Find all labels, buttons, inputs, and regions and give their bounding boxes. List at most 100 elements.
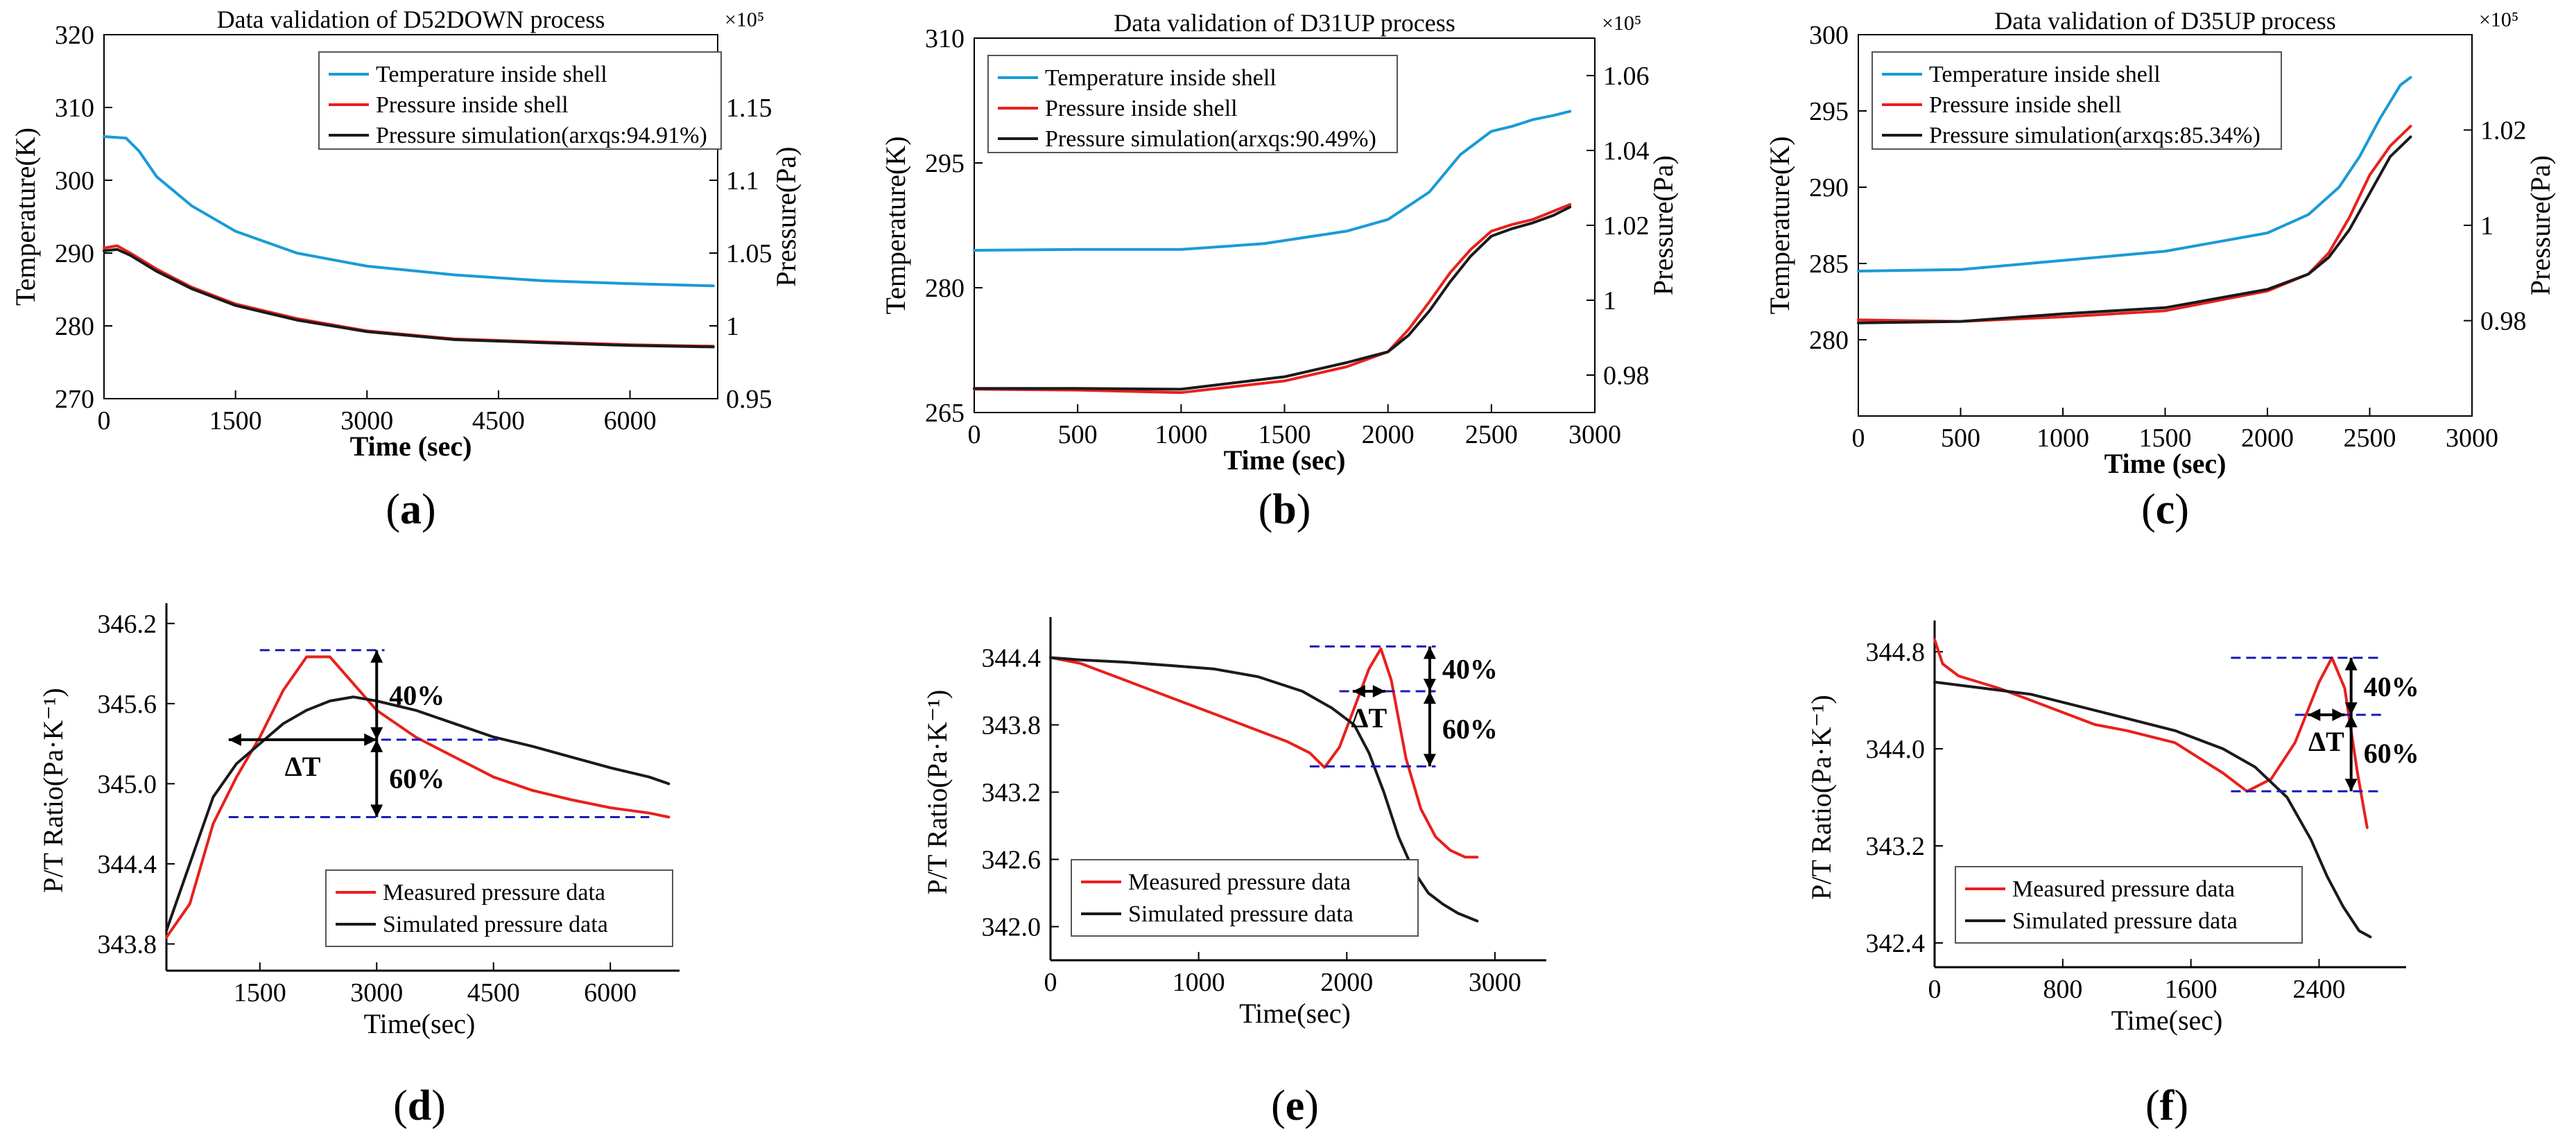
pct-top-label: 40% [2364,671,2419,702]
arrow-delta-head-start [1352,685,1365,697]
legend-label: Measured pressure data [1128,869,1351,895]
series-line [973,203,1572,395]
x-tick-label: 1500 [1259,420,1311,449]
series-line [103,135,715,288]
legend-label: Pressure inside shell [376,92,569,118]
y-tick-label: 345.0 [98,770,157,799]
panel-caption: (e) [1271,1082,1319,1129]
x-tick-label: 500 [1941,424,1980,453]
arrow-60-head-start [1423,691,1436,704]
legend: Temperature inside shell Pressure inside … [1872,51,2282,150]
x-axis-label: Time (sec) [1224,444,1346,476]
y-axis-label: P/T Ratio(Pa·K⁻¹) [37,688,69,893]
chart-a: 0 1500 3000 4500 6000 270 280 290 300 310 320 0.95 1… [10,6,802,533]
y2-tick-label: 1 [2480,211,2493,241]
x-tick-label: 4500 [472,406,525,435]
y-tick-label: 342.4 [1866,929,1926,958]
x-tick-label: 800 [2043,975,2082,1004]
arrow-60-head-start [370,739,383,752]
y-tick-label: 320 [55,21,94,50]
y-tick-label: 300 [55,166,94,196]
panel-caption: (b) [1259,486,1311,533]
y-tick-label: 280 [55,312,94,341]
chart-title: Data validation of D31UP process [1114,9,1455,37]
delta-t-label: ΔT [1351,702,1387,734]
legend-label: Temperature inside shell [1045,65,1277,91]
x-tick-label: 0 [98,406,111,435]
panel-caption: (c) [2141,486,2189,533]
arrow-60-head-end [370,804,383,817]
legend: Temperature inside shell Pressure inside … [987,55,1398,153]
x-tick-label: 4500 [467,978,520,1007]
arrow-40-head-end [370,727,383,740]
x-axis-label: Time(sec) [1239,998,1351,1029]
legend-label: Temperature inside shell [1929,62,2161,87]
delta-t-label: ΔT [2308,726,2344,757]
pct-bottom-label: 60% [389,763,444,795]
x-tick-label: 3000 [350,978,403,1007]
x-tick-label: 1500 [234,978,286,1007]
y-tick-label: 265 [925,399,965,428]
y2-tick-label: 1 [1603,286,1616,315]
x-tick-label: 0 [1852,424,1865,453]
y-tick-label: 290 [55,239,94,268]
arrow-60-head-end [1423,754,1436,767]
pct-top-label: 40% [389,679,444,711]
x-tick-label: 0 [968,420,981,449]
y-tick-label: 310 [925,24,965,53]
y2-tick-label: 1 [726,312,739,341]
arrow-delta-head-start [228,733,241,746]
series-line [1933,680,2372,939]
arrow-40-head-end [2344,702,2358,715]
y2-tick-label: 1.04 [1603,137,1650,166]
y-axis-label: Temperature(K) [1764,136,1795,314]
x-axis-label: Time (sec) [350,431,472,462]
x-tick-label: 0 [1044,968,1057,997]
legend-label: Measured pressure data [383,880,605,905]
y2-tick-label: 1.1 [726,166,759,196]
series-line [103,248,715,349]
legend: Measured pressure data Simulated pressure… [1955,866,2303,944]
y-tick-label: 346.2 [98,609,157,639]
x-tick-label: 0 [1928,975,1942,1004]
legend: Temperature inside shell Pressure inside … [318,51,722,150]
x-tick-label: 2500 [1465,420,1518,449]
y-axis-label: P/T Ratio(Pa·K⁻¹) [922,690,953,895]
y-tick-label: 290 [1809,173,1849,202]
chart-f: 0 800 1600 2400 342.4 343.2 344.0 344.8 Time(sec… [1806,621,2419,1129]
arrow-40-head-start [1423,646,1436,659]
chart-b: 0 500 1000 1500 2000 2500 3000 265 280 295 310 0.98… [880,9,1679,533]
panel-caption: (d) [393,1082,446,1129]
y-tick-label: 310 [55,94,94,123]
x-tick-label: 2500 [2344,424,2396,453]
y-tick-label: 280 [1809,326,1849,355]
legend-box [1955,866,2303,944]
y-tick-label: 345.6 [98,690,157,719]
legend-box [1872,51,2282,150]
y-tick-label: 344.8 [1866,638,1926,667]
pct-bottom-label: 60% [2364,738,2419,769]
x-tick-label: 1000 [2037,424,2089,453]
pct-top-label: 40% [1442,654,1498,685]
arrow-60-head-end [2344,779,2358,792]
y-tick-label: 342.0 [982,913,1041,942]
legend-label: Pressure inside shell [1045,96,1238,121]
series-line [973,205,1572,391]
y-tick-label: 343.8 [98,930,157,959]
series-line [1857,135,2412,324]
x-tick-label: 6000 [584,978,637,1007]
y-tick-label: 343.2 [982,779,1041,808]
y2-tick-label: 0.95 [726,385,772,414]
x-tick-label: 2400 [2292,975,2345,1004]
exponent-label: ×10⁵ [2479,8,2518,31]
y2-tick-label: 1.02 [2480,116,2527,146]
exponent-label: ×10⁵ [725,8,764,31]
series-line [1933,638,2369,829]
x-tick-label: 500 [1058,420,1098,449]
x-tick-label: 3000 [1469,968,1521,997]
y-axis-label: Temperature(K) [10,128,41,306]
legend-label: Pressure simulation(arxqs:94.91%) [376,123,707,148]
x-tick-label: 1500 [209,406,262,435]
legend-label: Pressure simulation(arxqs:85.34%) [1929,123,2261,148]
chart-e: 0 1000 2000 3000 342.0 342.6 343.2 343.8 344.4 Ti… [922,617,1546,1129]
